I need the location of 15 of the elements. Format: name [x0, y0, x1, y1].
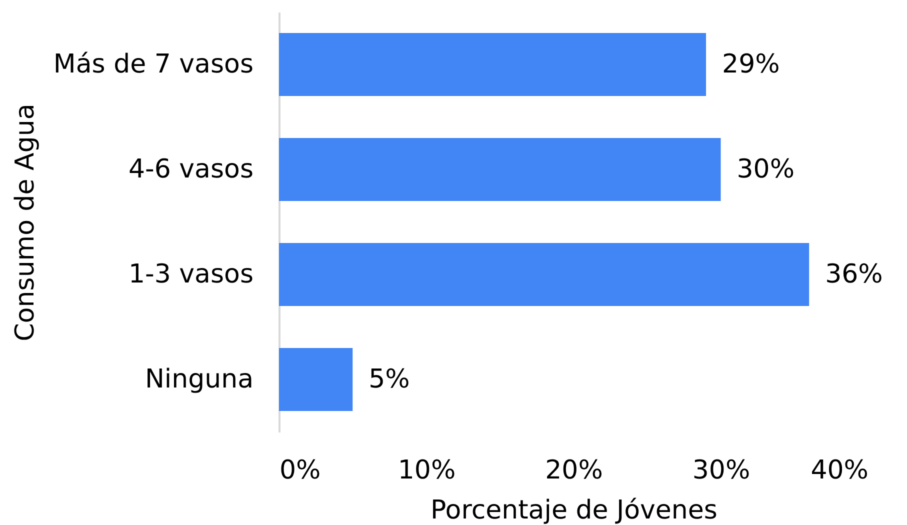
y-tick-label: 4-6 vasos [128, 154, 254, 184]
data-label: 36% [825, 260, 883, 290]
x-tick-label: 10% [398, 456, 456, 486]
x-tick-label: 20% [545, 456, 603, 486]
y-tick-label: Más de 7 vasos [53, 50, 254, 80]
x-tick-label: 30% [692, 456, 750, 486]
x-axis-title: Porcentaje de Jóvenes [430, 496, 718, 525]
y-tick-label: Ninguna [144, 364, 254, 394]
data-label: 29% [722, 50, 780, 80]
x-tick-label: 0% [280, 456, 321, 486]
x-tick-label: 40% [810, 456, 868, 486]
y-axis-title: Consumo de Agua [10, 104, 40, 342]
y-tick-label: 1-3 vasos [128, 260, 254, 290]
data-label: 5% [368, 364, 410, 394]
data-label: 30% [736, 154, 795, 184]
